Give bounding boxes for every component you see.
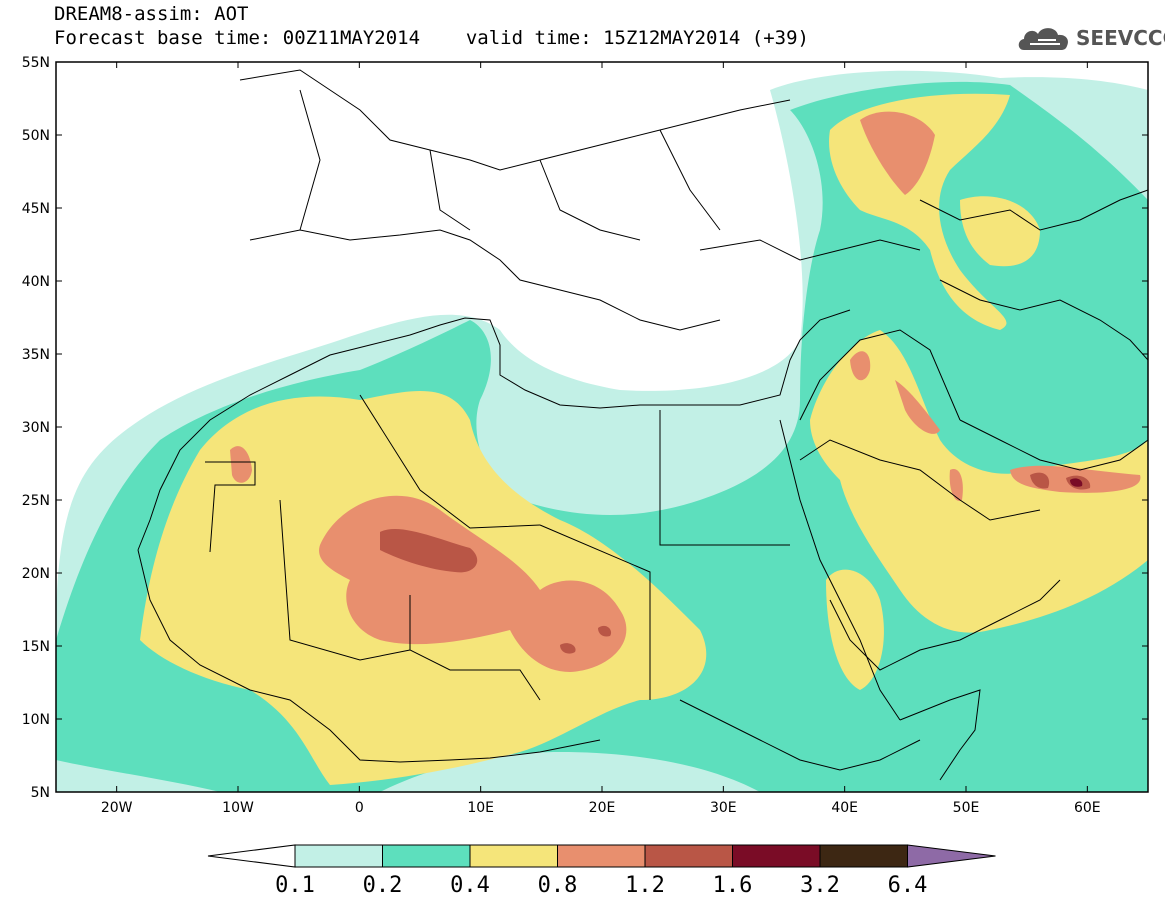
- colorbar-overflow: [907, 844, 996, 868]
- lon-label: 40E: [831, 800, 858, 816]
- lat-label: 45N: [22, 201, 50, 217]
- valid-time: valid time: 15Z12MAY2014 (+39): [465, 27, 809, 49]
- lon-label: 60E: [1074, 800, 1101, 816]
- colorbar-label: 0.2: [363, 873, 403, 898]
- colorbar-label: 1.2: [625, 873, 665, 898]
- lat-label: 15N: [22, 639, 50, 655]
- map-title: DREAM8-assim: AOT: [54, 3, 249, 25]
- time-info-line: Forecast base time: 00Z11MAY2014 valid t…: [54, 28, 809, 48]
- lat-label: 30N: [22, 420, 50, 436]
- lon-label: 50E: [953, 800, 980, 816]
- lon-label: 20E: [589, 800, 616, 816]
- colorbar-segment: [732, 844, 821, 868]
- lon-label: 10W: [222, 800, 254, 816]
- lat-label: 40N: [22, 274, 50, 290]
- cloud-icon: [1018, 28, 1068, 50]
- colorbar-label: 1.6: [713, 873, 753, 898]
- colorbar: 0.1 0.2 0.4 0.8 1.2 1.6 3.2 6.4: [207, 844, 996, 898]
- colorbar-segment: [294, 844, 383, 868]
- lon-label: 20W: [101, 800, 133, 816]
- colorbar-segment: [469, 844, 558, 868]
- lat-label: 55N: [22, 55, 50, 71]
- forecast-base-time: Forecast base time: 00Z11MAY2014: [54, 27, 421, 49]
- colorbar-segment: [819, 844, 908, 868]
- colorbar-segment: [382, 844, 471, 868]
- colorbar-segment: [557, 844, 646, 868]
- colorbar-underflow: [207, 844, 296, 868]
- lon-label: 0: [355, 800, 364, 816]
- lat-label: 10N: [22, 712, 50, 728]
- longitude-axis: 20W 10W 0 10E 20E 30E 40E 50E 60E: [101, 62, 1101, 816]
- aot-level-1.6: [1070, 478, 1083, 487]
- lat-label: 35N: [22, 347, 50, 363]
- colorbar-label: 3.2: [800, 873, 840, 898]
- colorbar-label: 0.4: [450, 873, 490, 898]
- latitude-axis: 55N 50N 45N 40N 35N 30N 25N 20N 15N 10N 5N: [22, 55, 1148, 801]
- colorbar-label: 6.4: [888, 873, 928, 898]
- aot-field: [56, 62, 1148, 792]
- colorbar-label: 0.1: [275, 873, 315, 898]
- logo-text: SEEVCCC: [1076, 26, 1165, 50]
- lon-label: 30E: [710, 800, 737, 816]
- country-borders: [137, 69, 1148, 781]
- lon-label: 10E: [467, 800, 494, 816]
- lat-label: 5N: [31, 785, 50, 801]
- lat-label: 50N: [22, 128, 50, 144]
- colorbar-label: 0.8: [538, 873, 578, 898]
- lat-label: 20N: [22, 566, 50, 582]
- lat-label: 25N: [22, 493, 50, 509]
- colorbar-segment: [644, 844, 733, 868]
- seevccc-logo: SEEVCCC: [1016, 20, 1165, 56]
